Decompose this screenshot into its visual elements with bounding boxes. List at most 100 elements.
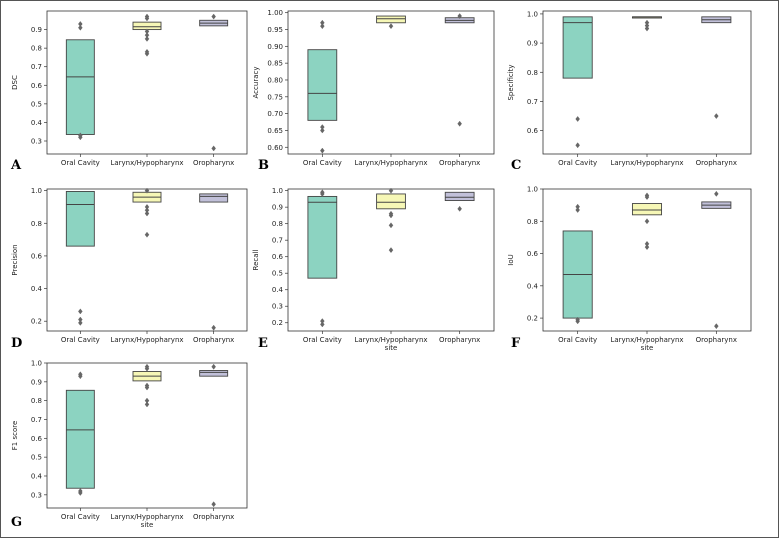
- y-tick-label: 0.9: [31, 378, 42, 386]
- y-tick-label: 0.8: [527, 218, 538, 226]
- y-tick-label: 0.4: [527, 282, 539, 290]
- outlier-point: [644, 194, 650, 200]
- y-tick-label: 0.7: [31, 416, 42, 424]
- y-tick-label: 0.3: [31, 491, 42, 499]
- panel-e: 0.2 0.3 0.4 0.5 0.6 0.7 0.8 0.9 1.0 Recall Oral Ca…: [252, 187, 495, 352]
- y-tick-label: 0.5: [31, 454, 42, 462]
- y-tick-label: 1.0: [272, 187, 283, 195]
- box-oral-cavity: [307, 195, 338, 279]
- panel-a: 0.3 0.4 0.5 0.6 0.7 0.8 0.9 DSC Oral Cavity Laryn…: [10, 10, 248, 173]
- y-tick-label: 0.9: [527, 40, 538, 48]
- y-tick-label: 0.2: [272, 319, 283, 327]
- y-tick-label: 0.70: [267, 110, 283, 118]
- outlier-point: [388, 212, 394, 219]
- x-tick-label: Oral Cavity: [61, 513, 100, 521]
- outlier-point: [144, 401, 150, 408]
- outlier-point: [211, 363, 216, 370]
- panel-f: 0.2 0.4 0.6 0.8 1.0 IoU Oral Cavity Larynx/Hypo…: [507, 186, 752, 352]
- y-tick-label: 0.8: [31, 45, 42, 53]
- outlier-point: [644, 218, 650, 225]
- x-tick-label: Larynx/Hypopharynx: [110, 513, 183, 521]
- y-tick-label: 0.8: [31, 397, 42, 405]
- y-tick-label: 0.6: [31, 82, 43, 90]
- outlier-point: [144, 35, 150, 42]
- x-tick-label: Oral Cavity: [558, 159, 597, 167]
- y-axis-label: F1 score: [11, 421, 19, 451]
- box-oropharynx: [199, 370, 229, 377]
- x-tick-label: Oropharynx: [696, 336, 737, 344]
- y-tick-label: 0.5: [272, 270, 283, 278]
- y-tick-label: 0.9: [272, 204, 283, 212]
- outlier-point: [457, 13, 462, 19]
- y-tick-label: 0.5: [31, 100, 42, 108]
- y-tick-label: 0.60: [267, 144, 283, 152]
- x-tick-label: Oropharynx: [439, 159, 480, 167]
- outlier-point: [714, 190, 719, 197]
- outlier-point: [211, 324, 216, 331]
- y-tick-label: 0.95: [267, 26, 283, 34]
- box-oral-cavity: [65, 190, 95, 247]
- y-axis-label: IoU: [507, 254, 515, 265]
- y-tick-label: 0.2: [31, 318, 42, 326]
- outlier-point: [78, 319, 83, 326]
- x-tick-label: Oropharynx: [439, 336, 480, 344]
- y-tick-label: 0.2: [527, 315, 538, 323]
- panel-letter: F: [511, 336, 521, 351]
- y-tick-label: 1.00: [267, 9, 283, 17]
- y-tick-label: 0.65: [267, 127, 283, 135]
- outlier-point: [714, 113, 719, 119]
- outlier-point: [144, 50, 150, 57]
- y-tick-label: 1.0: [31, 360, 42, 368]
- outlier-point: [320, 23, 325, 30]
- outlier-point: [388, 247, 394, 254]
- outlier-point: [575, 142, 580, 149]
- y-tick-label: 0.4: [272, 286, 284, 294]
- outlier-point: [457, 120, 462, 127]
- outlier-point: [144, 187, 150, 194]
- panel-letter: D: [11, 336, 22, 351]
- box-oral-cavity: [562, 16, 593, 79]
- x-tick-label: Oral Cavity: [61, 336, 100, 344]
- x-tick-label: Larynx/Hypopharynx: [110, 336, 183, 344]
- outlier-point: [211, 501, 216, 508]
- x-axis-label: site: [641, 344, 654, 352]
- outlier-point: [144, 15, 150, 22]
- outlier-point: [211, 145, 216, 152]
- outlier-point: [575, 116, 580, 122]
- outlier-point: [575, 318, 580, 325]
- outlier-point: [78, 24, 83, 31]
- outlier-point: [144, 231, 150, 238]
- outlier-point: [388, 23, 394, 30]
- y-tick-label: 0.6: [272, 253, 284, 261]
- y-tick-label: 0.6: [31, 252, 43, 260]
- outlier-point: [320, 147, 325, 154]
- y-tick-label: 1.0: [527, 186, 538, 194]
- x-tick-label: Oral Cavity: [303, 159, 342, 167]
- x-tick-label: Larynx/Hypopharynx: [354, 159, 427, 167]
- y-tick-label: 0.3: [272, 303, 283, 311]
- y-tick-label: 0.7: [527, 98, 538, 106]
- y-tick-label: 1.0: [31, 187, 42, 195]
- y-tick-label: 0.4: [31, 472, 43, 480]
- panel-letter: A: [10, 158, 22, 173]
- y-axis-label: Recall: [252, 250, 260, 271]
- outlier-point: [78, 490, 83, 496]
- box-oral-cavity: [65, 389, 95, 489]
- outlier-point: [457, 205, 462, 212]
- x-axis-label: site: [141, 521, 154, 529]
- panel-g: 0.3 0.4 0.5 0.6 0.7 0.8 0.9 1.0 F1 score Oral Cav…: [11, 360, 248, 530]
- x-tick-label: Oropharynx: [193, 513, 234, 521]
- box-oropharynx: [199, 193, 229, 203]
- box-larynx-hypopharynx: [132, 21, 162, 31]
- panel-d: 0.2 0.4 0.6 0.8 1.0 Precision Oral Cavity Laryn…: [11, 187, 248, 351]
- y-axis-label: Specificity: [507, 64, 515, 100]
- box-larynx-hypopharynx: [376, 193, 406, 210]
- y-tick-label: 0.8: [527, 69, 538, 77]
- outlier-point: [714, 323, 719, 330]
- outlier-point: [388, 222, 394, 229]
- y-tick-label: 0.4: [31, 285, 43, 293]
- outlier-point: [644, 244, 650, 251]
- x-tick-label: Oral Cavity: [558, 336, 597, 344]
